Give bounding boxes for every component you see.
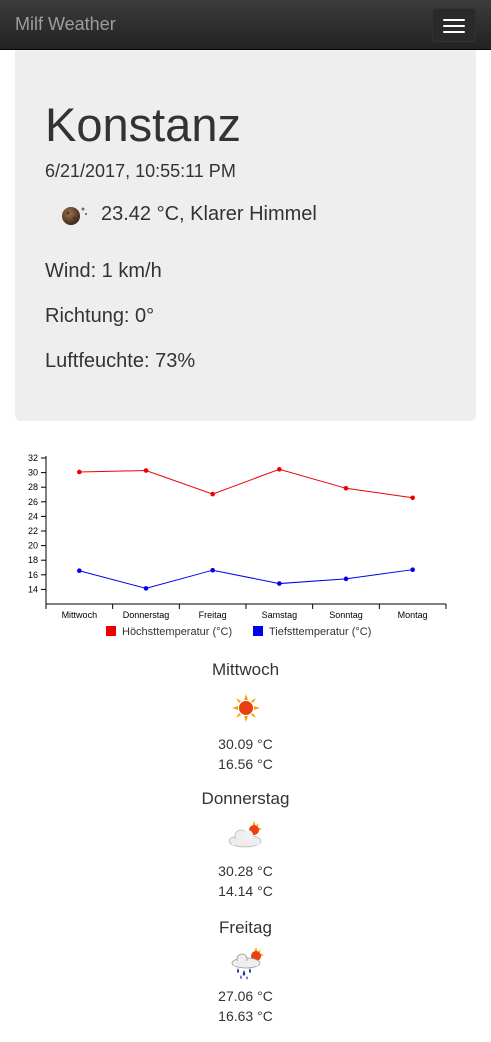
data-point bbox=[343, 576, 349, 582]
data-point bbox=[343, 485, 349, 491]
data-point bbox=[143, 468, 149, 473]
legend-label: Höchsttemperatur (°C) bbox=[122, 626, 232, 638]
x-tick-label: Freitag bbox=[199, 610, 227, 620]
x-tick-label: Samstag bbox=[262, 610, 298, 620]
forecast-day-name: Donnerstag bbox=[201, 789, 290, 808]
wind-value: Wind: 1 km/h bbox=[45, 260, 162, 282]
data-point bbox=[410, 495, 415, 501]
forecast-high: 30.09 °C bbox=[218, 736, 273, 752]
forecast-day-name: Freitag bbox=[219, 918, 272, 937]
data-point bbox=[210, 491, 215, 497]
city-title: Konstanz bbox=[45, 98, 241, 151]
forecast-day-name: Mittwoch bbox=[211, 660, 280, 679]
forecast-day: Donnerstag 30.28 °C 14.14 °C bbox=[0, 789, 491, 901]
y-tick-label: 26 bbox=[28, 497, 38, 507]
current-weather-panel: Konstanz 6/21/2017, 10:55:11 PM 23.42 °C… bbox=[15, 50, 476, 421]
y-tick-label: 18 bbox=[28, 555, 38, 565]
y-tick-label: 20 bbox=[28, 541, 38, 551]
y-tick-label: 24 bbox=[28, 511, 38, 521]
current-summary: 23.42 °C, Klarer Himmel bbox=[101, 203, 317, 225]
y-tick-label: 16 bbox=[28, 570, 38, 580]
forecast-low: 16.56 °C bbox=[218, 756, 273, 772]
forecast-low: 14.14 °C bbox=[218, 883, 273, 899]
menu-toggle-button[interactable] bbox=[432, 8, 476, 42]
forecast-day: Mittwoch 30.09 °C 16.56 °C bbox=[0, 660, 491, 774]
x-tick-label: Montag bbox=[398, 610, 428, 620]
legend-swatch bbox=[106, 626, 116, 636]
brand-link[interactable]: Milf Weather bbox=[15, 14, 116, 34]
data-point bbox=[143, 586, 149, 591]
direction-value: Richtung: 0° bbox=[45, 305, 155, 327]
forecast-day: Freitag 27.06 °C 16.63 °C bbox=[0, 918, 491, 1026]
y-tick-label: 32 bbox=[28, 453, 38, 463]
y-tick-label: 14 bbox=[28, 584, 38, 594]
x-tick-label: Mittwoch bbox=[62, 610, 98, 620]
data-point bbox=[277, 581, 282, 586]
forecast-high: 27.06 °C bbox=[218, 988, 273, 1004]
data-point bbox=[277, 467, 282, 472]
legend-swatch bbox=[253, 626, 263, 636]
current-datetime: 6/21/2017, 10:55:11 PM bbox=[45, 161, 236, 181]
rain-showers-sun-icon bbox=[231, 947, 264, 980]
y-tick-label: 22 bbox=[28, 526, 38, 536]
partly-cloudy-icon bbox=[228, 821, 262, 848]
sunny-icon bbox=[231, 694, 260, 722]
temperature-line-chart: 14 16 18 20 22 24 26 28 30 32 Mittwoch Donnerstag Fr… bbox=[28, 453, 447, 638]
legend-label: Tiefsttemperatur (°C) bbox=[269, 626, 371, 638]
data-point bbox=[77, 568, 82, 574]
humidity-value: Luftfeuchte: 73% bbox=[45, 350, 196, 372]
series-line bbox=[79, 569, 413, 589]
x-tick-label: Sonntag bbox=[329, 610, 363, 620]
forecast-high: 30.28 °C bbox=[218, 863, 273, 879]
data-point bbox=[410, 567, 415, 572]
navbar: Milf Weather bbox=[0, 0, 491, 50]
x-tick-label: Donnerstag bbox=[123, 610, 170, 620]
y-tick-label: 30 bbox=[28, 468, 38, 478]
y-tick-label: 28 bbox=[28, 482, 38, 492]
data-point bbox=[210, 567, 215, 573]
forecast-low: 16.63 °C bbox=[218, 1008, 273, 1024]
series-line bbox=[79, 468, 413, 499]
data-point bbox=[77, 469, 82, 475]
clear-night-moon-icon bbox=[62, 207, 88, 225]
